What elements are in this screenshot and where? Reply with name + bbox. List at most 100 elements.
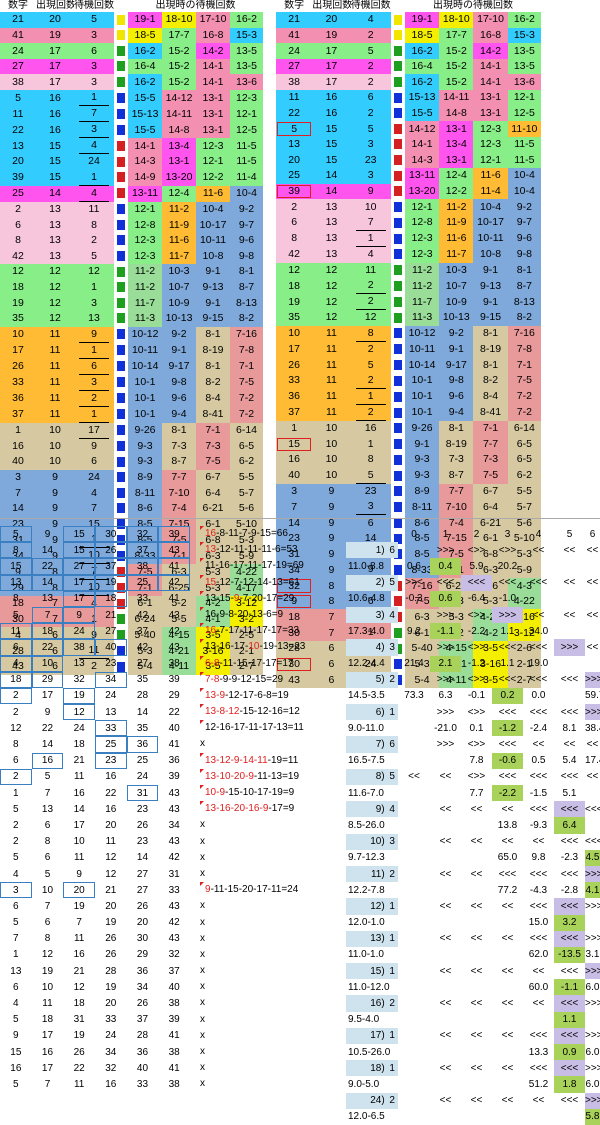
status-marker: [390, 121, 405, 137]
analysis-label: 10.6-4.8: [348, 593, 385, 605]
history-cell: 8-13: [507, 294, 541, 311]
number-cell: 24: [276, 43, 313, 59]
draw-number: 2: [13, 706, 19, 718]
analysis-cell: 20.2: [497, 560, 518, 572]
number-cell: 36: [276, 388, 313, 405]
number-cell: 6: [0, 217, 36, 233]
draw-number: 16: [41, 1046, 54, 1058]
analysis-cell: <<: [470, 1062, 483, 1074]
wait-cell: 2: [350, 27, 391, 44]
number-cell: 43: [0, 659, 36, 675]
status-marker: [114, 596, 128, 612]
status-marker: [390, 214, 405, 231]
draw-number: 20: [105, 900, 117, 912]
history-cell: 6-3: [404, 609, 440, 626]
stat-row: 42 13 4 12-3 11-7 10-8 9-8: [276, 246, 541, 263]
history-cell: 8-19: [473, 341, 508, 358]
history-cell: 4-15: [162, 627, 196, 644]
appear-cell: 10: [312, 452, 351, 468]
square-icon: [393, 92, 402, 103]
draw-number: 28: [136, 690, 149, 702]
status-marker: [390, 483, 405, 500]
draw-number: 34: [168, 819, 180, 831]
draw-number: 8: [0, 542, 32, 559]
draw-number: 26: [94, 542, 127, 559]
history-cell: 9-26: [404, 420, 440, 437]
analysis-cell: <<: [532, 1095, 545, 1107]
analysis-cell: >>>: [554, 639, 585, 656]
analysis-row: 12) 1 << << << <<< <<< >>>: [346, 898, 600, 915]
history-cell: 5-4: [404, 672, 440, 688]
number-cell: 33: [276, 372, 313, 389]
status-marker: [390, 325, 405, 342]
stat-row: 25 14 3 13-11 12-4 11-6 10-4: [276, 168, 541, 184]
stat-row: 26 11 5 10-14 9-17 8-1 7-1: [276, 357, 541, 373]
analysis-cell: -0.6: [492, 752, 523, 769]
number-cell: 11: [276, 90, 313, 106]
square-icon: [393, 328, 402, 339]
history-cell: 10-14: [128, 358, 162, 375]
status-marker: [114, 564, 128, 581]
stat-row: 42 13 5 12-3 11-7 10-8 9-8: [0, 248, 263, 265]
history-cell: 3-2: [230, 611, 263, 628]
history-cell: 9-1: [439, 341, 474, 358]
appear-cell: 13: [36, 232, 74, 249]
square-icon: [117, 361, 125, 372]
draw-number: 26: [73, 1046, 85, 1058]
draw-number: 12: [105, 852, 117, 864]
analysis-cell: >>>: [585, 933, 600, 945]
analysis-cell: <<<: [554, 1060, 585, 1077]
draw-number: 7: [44, 900, 51, 912]
history-cell: 15-3: [230, 27, 263, 44]
draw-number: 8: [13, 739, 19, 751]
history-cell: 13-6: [507, 74, 541, 91]
draw-row: 2 9 12 13 14 22: [0, 704, 190, 721]
analysis-cell: [398, 672, 430, 688]
history-cell: 18-5: [128, 27, 162, 44]
draw-number: 34: [105, 1046, 117, 1058]
stat-row: 3 9 23 8-9 7-7 6-7 5-5: [276, 483, 541, 500]
draw-number: 24: [105, 690, 117, 702]
history-cell: 15-13: [404, 90, 440, 106]
analysis-cell: [585, 817, 600, 833]
analysis-cell: 6.0: [585, 1046, 600, 1058]
wait-cell: 6: [350, 515, 391, 532]
analysis-cell: 19.0: [528, 658, 549, 670]
analysis-cell: [492, 1044, 523, 1060]
wait-cell: 1: [74, 406, 114, 423]
appear-cell: 8: [312, 593, 351, 610]
analysis-cell: <<<: [529, 674, 548, 686]
draw-row: 15 16 26 34 36 38: [0, 1044, 190, 1060]
wait-value: 14: [364, 532, 377, 545]
analysis-row: 9.7-12.3 65.0 9.8 -2.3 4.5: [346, 849, 600, 866]
draw-number: 26: [136, 998, 149, 1010]
analysis-row: 9.5-4.0 1.1: [346, 1011, 600, 1028]
wait-value: 4: [367, 248, 374, 261]
history-cell: 7-10: [162, 485, 196, 501]
history-cell: 5-5: [162, 611, 196, 628]
wait-value: 11: [79, 643, 109, 660]
status-marker: [114, 106, 128, 123]
analysis-cell: [430, 785, 461, 801]
history-cell: 9-7: [507, 214, 541, 231]
draw-number: 14: [136, 852, 149, 864]
draw-number: 21: [73, 965, 85, 977]
status-marker: [114, 169, 128, 186]
history-cell: 9-3: [404, 452, 440, 468]
appear-cell: 15: [312, 152, 351, 169]
wait-cell: 3: [74, 295, 114, 311]
history-cell: 11-6: [439, 230, 474, 247]
draw-number: 10: [31, 655, 64, 672]
sequence-part: -19=11: [267, 754, 299, 766]
history-cell: 6-21: [196, 500, 230, 517]
number-cell: 28: [276, 641, 313, 657]
stat-row: 5 15 5 14-12 13-1 12-3 11-10: [276, 121, 541, 137]
wait-cell: 23: [350, 152, 391, 169]
analysis-row: 24) 2 << << << << <<< >>>: [346, 1092, 600, 1109]
number-cell: 37: [0, 406, 36, 423]
history-cell: 16-8: [196, 27, 230, 44]
analysis-cell: <<: [532, 836, 545, 848]
history-cell: 6-3: [473, 562, 508, 579]
stat-row: 35 12 12 11-3 10-13 9-15 8-2: [276, 310, 541, 326]
history-cell: 6-8: [196, 532, 230, 549]
